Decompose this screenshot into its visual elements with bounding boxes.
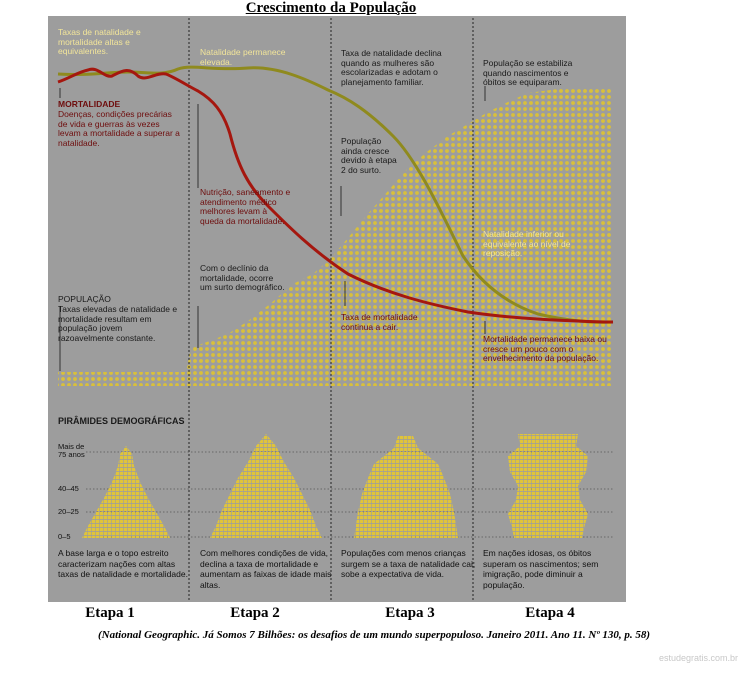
label-populacao-heading: POPULAÇÃO bbox=[58, 294, 111, 304]
pyramids-title: PIRÂMIDES DEMOGRÁFICAS bbox=[58, 416, 185, 426]
watermark: estudegratis.com.br bbox=[658, 653, 738, 663]
label-mortalidade-heading: MORTALIDADE bbox=[58, 99, 121, 109]
diagram-graphics bbox=[57, 18, 614, 602]
birth-rate-line bbox=[57, 65, 614, 324]
label-estabiliza: População se estabiliza quando nasciment… bbox=[483, 58, 573, 88]
age-label-20: 20–25 bbox=[58, 507, 79, 516]
age-label-0: 0–5 bbox=[58, 532, 71, 541]
label-populacao-cresce: População ainda cresce devido à etapa 2 … bbox=[341, 136, 397, 175]
label-natalidade-elevada: Natalidade permanece elevada. bbox=[200, 47, 286, 67]
caption-stage-2: Com melhores condições de vida, declina … bbox=[200, 548, 332, 590]
label-mortalidade-text: Doenças, condições precárias de vida e g… bbox=[58, 109, 180, 148]
caption-stage-3: Populações com menos crianças surgem se … bbox=[341, 548, 476, 579]
label-natalidade-altas: Taxas de natalidade e mortalidade altas … bbox=[58, 27, 141, 57]
stage-label-4: Etapa 4 bbox=[525, 605, 575, 621]
age-label-75: Mais de 75 anos bbox=[58, 442, 85, 459]
label-mortalidade-baixa: Mortalidade permanece baixa ou cresce um… bbox=[483, 334, 607, 364]
caption-stage-4: Em nações idosas, os óbitos superam os n… bbox=[483, 548, 599, 590]
label-nutricao: Nutrição, saneamento e atendimento médic… bbox=[200, 187, 291, 226]
diagram-panel: Taxas de natalidade e mortalidade altas … bbox=[48, 16, 626, 602]
label-declinio: Com o declínio da mortalidade, ocorre um… bbox=[200, 263, 285, 293]
stage-label-3: Etapa 3 bbox=[385, 605, 435, 621]
age-label-40: 40–45 bbox=[58, 484, 79, 493]
caption-stage-1: A base larga e o topo estreito caracteri… bbox=[58, 548, 188, 579]
label-mortalidade-cair: Taxa de mortalidade continua a cair. bbox=[341, 312, 418, 332]
pyramid-stage-3 bbox=[354, 436, 458, 538]
source-citation: (National Geographic. Já Somos 7 Bilhões… bbox=[97, 629, 651, 641]
death-rate-line bbox=[57, 67, 614, 324]
pyramid-stage-2 bbox=[210, 434, 322, 538]
stage-label-1: Etapa 1 bbox=[85, 605, 135, 621]
label-natalidade-inferior: Natalidade inferior ou equivalente ao ní… bbox=[483, 229, 571, 259]
stage-label-2: Etapa 2 bbox=[230, 605, 280, 621]
label-populacao-text: Taxas elevadas de natalidade e mortalida… bbox=[58, 304, 178, 343]
page-title: Crescimento da População bbox=[245, 0, 417, 16]
pyramid-stage-1 bbox=[82, 446, 170, 538]
label-natalidade-declina: Taxa de natalidade declina quando as mul… bbox=[341, 48, 442, 87]
pyramid-stage-4 bbox=[508, 434, 588, 538]
